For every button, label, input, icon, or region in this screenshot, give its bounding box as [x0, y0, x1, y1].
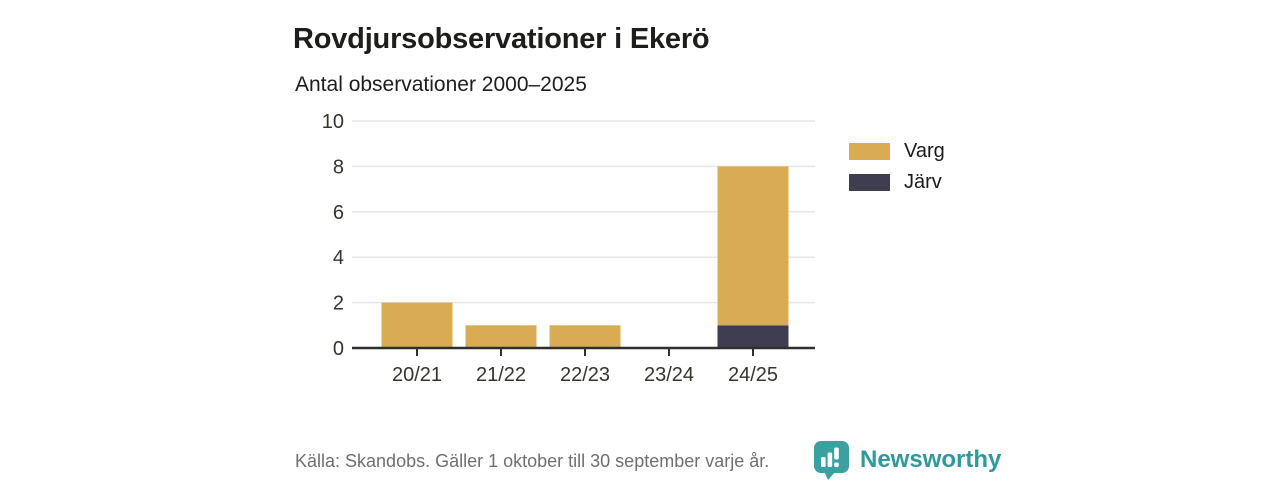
- source-note: Källa: Skandobs. Gäller 1 oktober till 3…: [295, 451, 770, 471]
- y-tick-label: 8: [333, 156, 344, 178]
- y-tick-label: 4: [333, 247, 344, 269]
- stacked-bar-chart: 20/21 21/22 22/23 23/24 24/25 0 2 4 6 8 10: [322, 111, 815, 386]
- bar-segment-järv-24/25: [717, 325, 789, 348]
- x-tick-label: 20/21: [392, 364, 442, 386]
- x-tick-label: 24/25: [728, 364, 778, 386]
- x-tick-label: 23/24: [644, 364, 694, 386]
- legend-label: Järv: [904, 171, 942, 193]
- y-tick-label: 0: [333, 338, 344, 360]
- legend-item-varg: Varg: [849, 141, 945, 161]
- y-tick-label: 10: [322, 111, 344, 133]
- bar-segment-varg-20/21: [381, 302, 453, 348]
- bar-segment-varg-24/25: [717, 166, 789, 326]
- x-tick-label: 22/23: [560, 364, 610, 386]
- y-tick-label: 6: [333, 202, 344, 224]
- x-tick-label: 21/22: [476, 364, 526, 386]
- bar-segment-varg-21/22: [465, 325, 537, 348]
- newsworthy-brand: Newsworthy: [813, 440, 1001, 480]
- legend-swatch-järv: [849, 173, 890, 191]
- legend-label: Varg: [904, 140, 945, 162]
- chart-legend: Varg Järv: [849, 141, 945, 192]
- legend-swatch-varg: [849, 142, 890, 160]
- chart-subtitle: Antal observationer 2000–2025: [295, 73, 587, 96]
- page-title: Rovdjursobservationer i Ekerö: [293, 23, 710, 56]
- newsworthy-logo-icon: [814, 441, 849, 480]
- y-tick-label: 2: [333, 293, 344, 315]
- newsworthy-wordmark: Newsworthy: [860, 446, 1002, 473]
- bar-segment-varg-22/23: [549, 325, 621, 348]
- legend-item-järv: Järv: [849, 172, 945, 192]
